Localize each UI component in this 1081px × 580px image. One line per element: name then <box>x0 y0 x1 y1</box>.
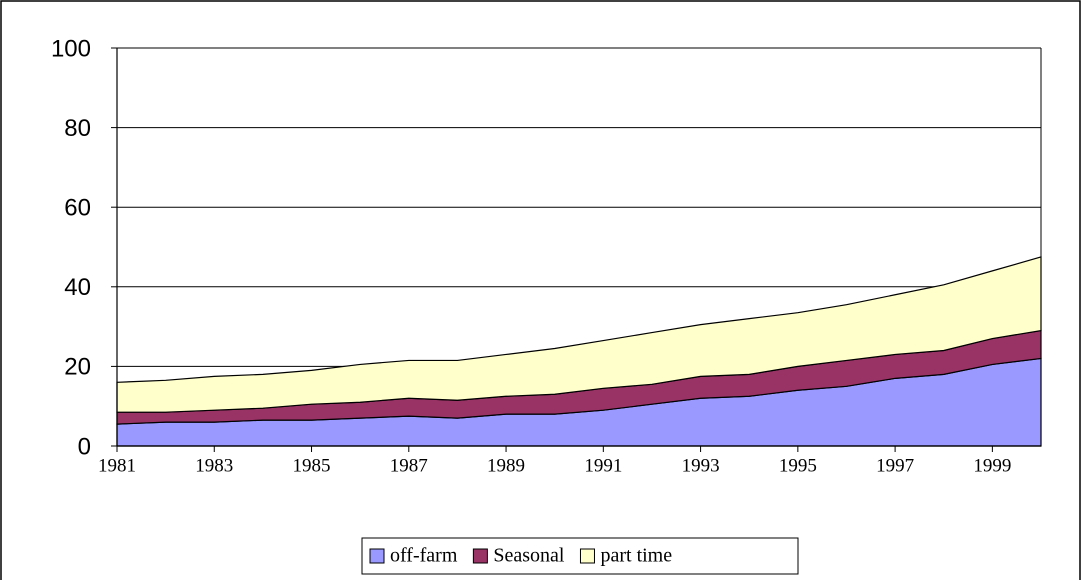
x-tick-label: 1983 <box>195 455 233 476</box>
x-tick-label: 1997 <box>876 455 914 476</box>
x-tick-label: 1991 <box>584 455 622 476</box>
x-tick-label: 1981 <box>98 455 136 476</box>
legend-label: Seasonal <box>493 545 565 567</box>
x-tick-label: 1993 <box>682 455 720 476</box>
y-tick-label: 80 <box>64 115 91 142</box>
y-tick-label: 40 <box>64 274 91 301</box>
x-tick-label: 1985 <box>293 455 331 476</box>
legend-swatch <box>579 548 595 564</box>
legend: off-farm Seasonal part time <box>369 545 672 567</box>
legend-swatch <box>472 548 488 564</box>
legend-label: part time <box>600 545 672 567</box>
x-tick-label: 1999 <box>973 455 1011 476</box>
plot-area <box>111 47 1042 452</box>
y-tick-label: 100 <box>51 35 91 62</box>
y-tick-label: 20 <box>64 354 91 381</box>
y-tick-label: 0 <box>78 433 91 460</box>
y-tick-label: 60 <box>64 195 91 222</box>
x-tick-label: 1987 <box>390 455 428 476</box>
legend-swatch <box>369 548 385 564</box>
x-tick-label: 1989 <box>487 455 525 476</box>
x-tick-label: 1995 <box>779 455 817 476</box>
legend-label: off-farm <box>390 545 458 567</box>
